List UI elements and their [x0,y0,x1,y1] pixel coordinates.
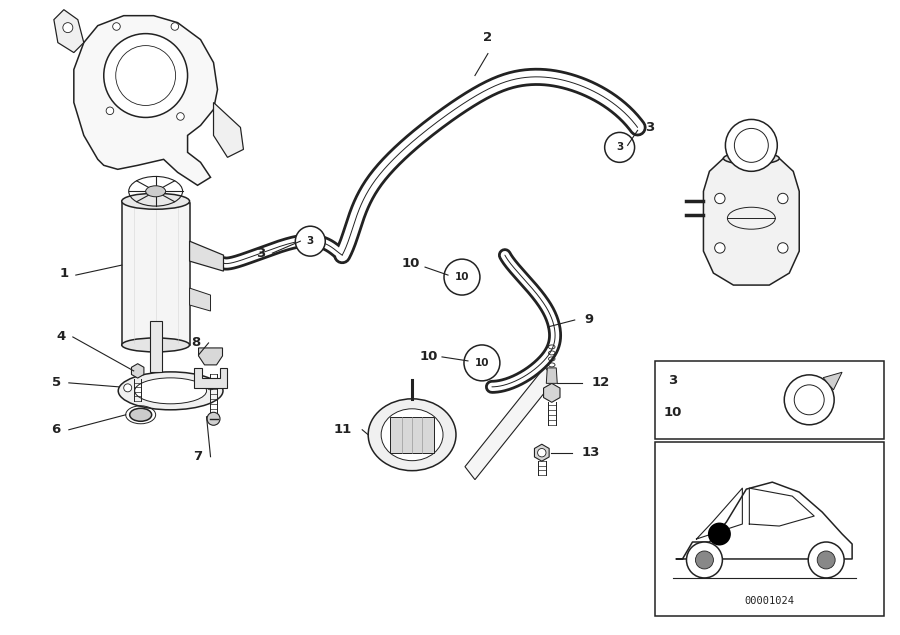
Polygon shape [122,203,190,345]
Circle shape [715,193,725,204]
Circle shape [207,412,220,425]
Text: 10: 10 [401,257,420,270]
Text: 11: 11 [334,424,352,436]
Ellipse shape [130,408,152,421]
Ellipse shape [382,409,443,460]
Circle shape [784,375,834,425]
Text: 5: 5 [51,377,61,389]
Circle shape [104,34,187,117]
Circle shape [116,46,176,105]
Text: 13: 13 [581,446,600,459]
Circle shape [708,523,731,545]
Text: 2: 2 [483,30,492,44]
Circle shape [171,23,178,30]
Polygon shape [544,384,560,403]
Text: 3: 3 [644,121,653,134]
Circle shape [295,226,325,256]
Circle shape [817,551,835,569]
Circle shape [605,133,634,163]
Polygon shape [54,10,84,53]
Ellipse shape [368,399,456,471]
Polygon shape [546,368,557,384]
Bar [654,361,884,439]
Ellipse shape [724,152,779,164]
Circle shape [794,385,824,415]
Ellipse shape [118,372,223,410]
Text: 4: 4 [57,330,66,344]
Circle shape [808,542,844,578]
Text: 3: 3 [256,246,266,260]
Polygon shape [704,158,799,285]
Circle shape [464,345,500,381]
Circle shape [63,23,73,32]
Text: 8: 8 [192,337,201,349]
Circle shape [687,542,723,578]
Bar [654,442,884,617]
Polygon shape [190,241,223,271]
Polygon shape [465,367,554,479]
Circle shape [537,448,546,457]
Ellipse shape [135,378,206,404]
Circle shape [715,243,725,253]
Circle shape [206,382,214,390]
Text: 10: 10 [474,358,490,368]
Text: 00001024: 00001024 [744,596,795,606]
Text: 3: 3 [668,375,677,387]
Circle shape [123,384,131,392]
Polygon shape [535,444,549,461]
Polygon shape [131,364,144,378]
Text: 1: 1 [59,267,68,279]
Polygon shape [190,288,211,311]
Circle shape [176,112,184,120]
Bar [149,321,162,372]
Polygon shape [213,102,244,157]
Ellipse shape [122,338,190,352]
Text: 10: 10 [419,351,438,363]
Circle shape [734,128,769,163]
Text: 3: 3 [616,142,624,152]
Text: 12: 12 [591,377,610,389]
Ellipse shape [146,186,166,197]
Text: 3: 3 [307,236,314,246]
Circle shape [696,551,714,569]
Circle shape [106,107,113,114]
Polygon shape [194,368,228,388]
Text: 10: 10 [663,406,681,419]
Polygon shape [199,348,222,365]
Text: 10: 10 [454,272,469,282]
Polygon shape [74,16,218,185]
Circle shape [778,243,788,253]
Text: 9: 9 [585,314,594,326]
Polygon shape [824,372,842,390]
Circle shape [444,259,480,295]
Ellipse shape [122,193,190,210]
Text: 7: 7 [194,450,202,463]
Circle shape [112,23,121,30]
Circle shape [778,193,788,204]
Bar [390,417,434,453]
Text: 6: 6 [51,424,61,436]
Circle shape [725,119,778,171]
